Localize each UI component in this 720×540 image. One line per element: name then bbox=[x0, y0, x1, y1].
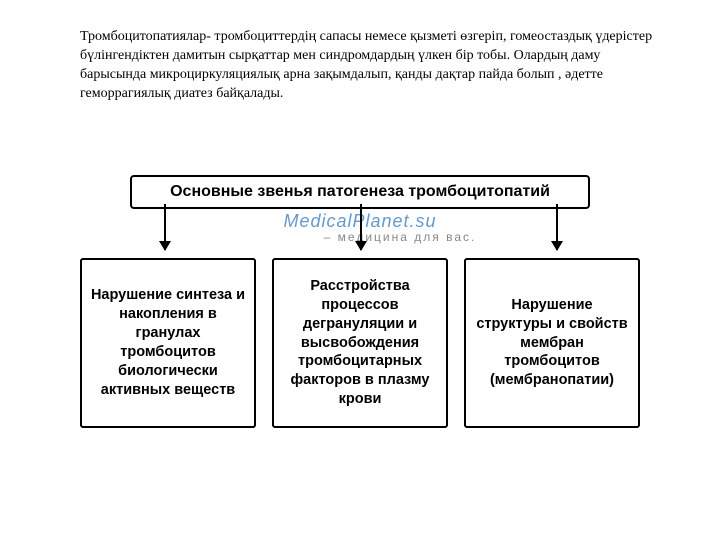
arrows-row bbox=[80, 204, 640, 254]
mechanism-box-3-text: Нарушение структуры и свойств мембран тр… bbox=[474, 296, 630, 390]
arrow-left bbox=[164, 204, 166, 250]
mechanism-box-2: Расстройства процессов дегрануляции и вы… bbox=[272, 258, 448, 428]
intro-paragraph: Тромбоцитопатиялар- тромбоциттердің сапа… bbox=[80, 28, 660, 104]
mechanism-box-3: Нарушение структуры и свойств мембран тр… bbox=[464, 258, 640, 428]
mechanism-boxes-row: Нарушение синтеза и накопления в гранула… bbox=[80, 258, 640, 428]
pathogenesis-diagram: Основные звенья патогенеза тромбоцитопат… bbox=[80, 175, 640, 428]
mechanism-box-1-text: Нарушение синтеза и накопления в гранула… bbox=[90, 286, 246, 399]
mechanism-box-2-text: Расстройства процессов дегрануляции и вы… bbox=[282, 277, 438, 409]
diagram-header-text: Основные звенья патогенеза тромбоцитопат… bbox=[170, 183, 550, 200]
mechanism-box-1: Нарушение синтеза и накопления в гранула… bbox=[80, 258, 256, 428]
arrow-right bbox=[556, 204, 558, 250]
arrow-center bbox=[360, 204, 362, 250]
